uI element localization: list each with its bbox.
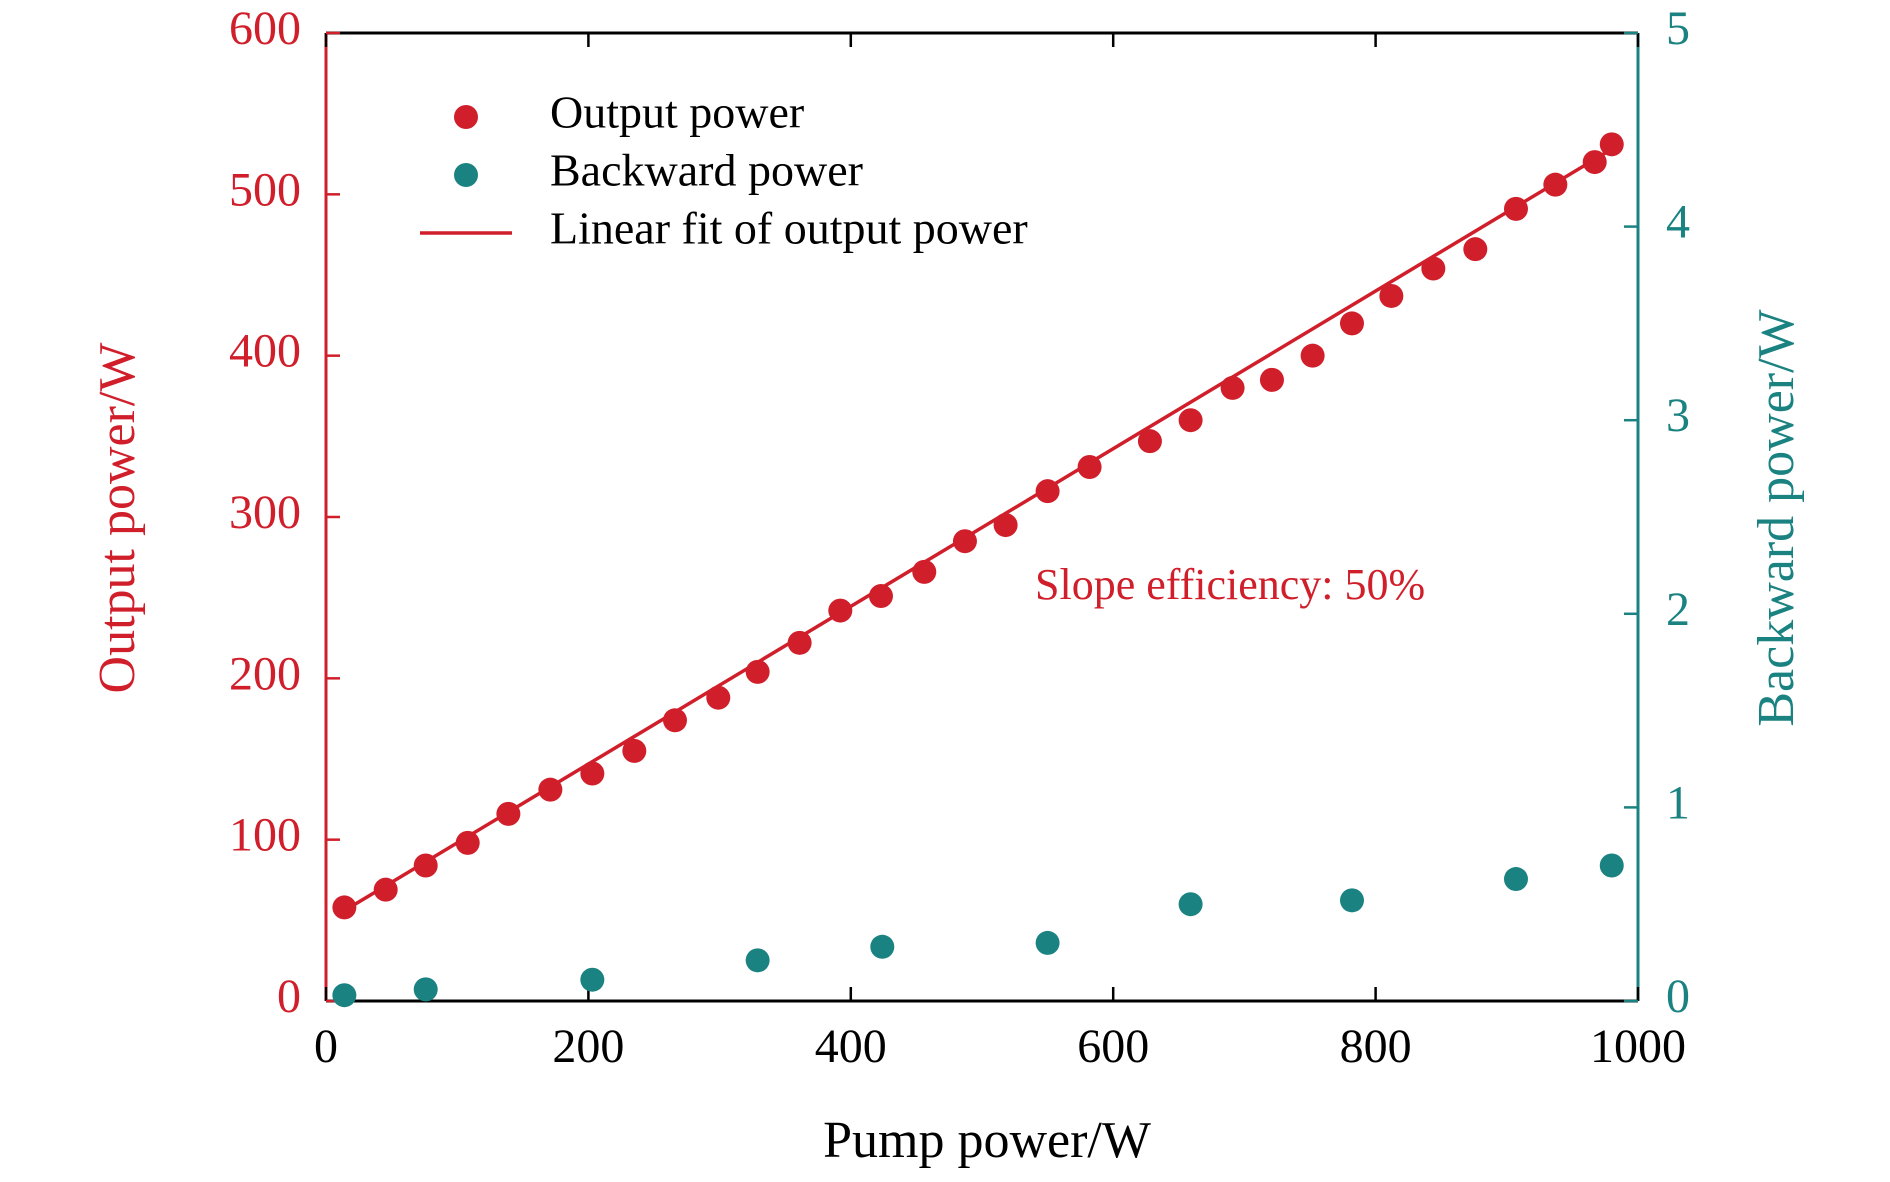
point — [1178, 892, 1203, 917]
y2-tick-label: 3 — [1666, 389, 1690, 442]
point — [1421, 256, 1446, 281]
x-tick-label: 800 — [1340, 1020, 1412, 1073]
y2-tick-label: 4 — [1666, 196, 1690, 249]
point — [580, 967, 605, 992]
point — [1035, 930, 1060, 955]
y-tick-label: 500 — [229, 163, 301, 216]
point — [413, 977, 438, 1002]
point — [1259, 367, 1284, 392]
x-tick-label: 0 — [314, 1020, 338, 1073]
x-tick-label: 600 — [1077, 1020, 1149, 1073]
y2-axis-label: Backward power/W — [1748, 309, 1805, 726]
point — [745, 948, 770, 973]
point — [580, 761, 605, 786]
point — [1339, 888, 1364, 913]
y2-tick-label: 1 — [1666, 776, 1690, 829]
point — [870, 934, 895, 959]
point — [1178, 408, 1203, 433]
y2-tick-label: 2 — [1666, 583, 1690, 636]
point — [1379, 283, 1404, 308]
point — [706, 685, 731, 710]
y2-tick-label: 5 — [1666, 2, 1690, 55]
point — [993, 513, 1018, 538]
point — [1137, 429, 1162, 454]
legend-marker — [454, 163, 478, 187]
legend-label: Backward power — [550, 145, 863, 196]
y-tick-label: 0 — [277, 970, 301, 1023]
y-tick-label: 200 — [229, 647, 301, 700]
y-tick-label: 100 — [229, 809, 301, 862]
y-tick-label: 600 — [229, 2, 301, 55]
legend-marker — [454, 105, 478, 129]
point — [1503, 867, 1528, 892]
x-axis-label: Pump power/W — [823, 1112, 1151, 1169]
y2-tick-label: 0 — [1666, 970, 1690, 1023]
point — [622, 738, 647, 763]
legend-label: Linear fit of output power — [550, 203, 1028, 254]
point — [1599, 853, 1624, 878]
point — [1339, 311, 1364, 336]
x-tick-label: 200 — [552, 1020, 624, 1073]
legend-label: Output power — [550, 87, 804, 138]
x-tick-label: 1000 — [1590, 1020, 1686, 1073]
point — [787, 630, 812, 655]
point — [332, 983, 357, 1008]
y-tick-label: 400 — [229, 325, 301, 378]
point — [1220, 375, 1245, 400]
fit-line — [343, 147, 1613, 913]
point — [1300, 343, 1325, 368]
point — [332, 895, 357, 920]
point — [455, 830, 480, 855]
y-axis-label: Output power/W — [89, 343, 146, 694]
point — [1463, 237, 1488, 262]
y-tick-label: 300 — [229, 486, 301, 539]
annotation: Slope efficiency: 50% — [1035, 560, 1425, 609]
point — [1599, 132, 1624, 157]
x-tick-label: 400 — [815, 1020, 887, 1073]
